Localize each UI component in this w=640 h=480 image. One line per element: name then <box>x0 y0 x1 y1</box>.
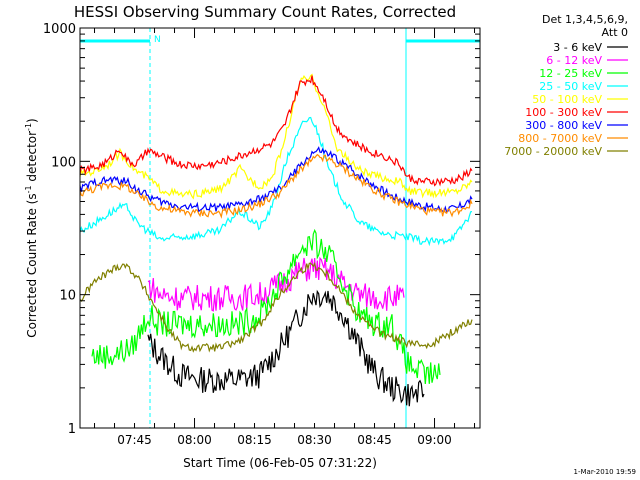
legend-entry-label: 100 - 300 keV <box>525 106 602 119</box>
footer-timestamp: 1-Mar-2010 19:59 <box>574 468 636 476</box>
y-tick-label: 10 <box>59 289 76 304</box>
x-tick-label: 08:30 <box>297 433 332 447</box>
legend-entry-label: 12 - 25 keV <box>539 67 602 80</box>
series-line-5 <box>79 75 473 187</box>
x-tick-label: 09:00 <box>417 433 452 447</box>
series-line-7 <box>79 153 473 219</box>
chart-title: HESSI Observing Summary Count Rates, Cor… <box>74 3 456 21</box>
y-axis-label-mid: detector <box>25 131 39 186</box>
legend-entry-label: 25 - 50 keV <box>539 80 602 93</box>
y-axis-label-sup1: -1 <box>24 185 33 193</box>
legend-entry-label: 7000 - 20000 keV <box>504 145 602 158</box>
legend-entry-label: 3 - 6 keV <box>553 41 602 54</box>
y-tick-label: 1000 <box>43 22 76 37</box>
legend-entry-label: 50 - 100 keV <box>532 93 602 106</box>
y-axis-label-sup2: -1 <box>24 123 33 131</box>
y-tick-label: 100 <box>51 155 76 170</box>
night-marker-label: N <box>154 35 161 45</box>
x-tick-label: 08:15 <box>237 433 272 447</box>
legend-entry-label: 800 - 7000 keV <box>518 132 602 145</box>
series-line-4 <box>79 73 473 200</box>
legend-title-line1: Det 1,3,4,5,6,9, <box>542 13 628 26</box>
x-axis-label: Start Time (06-Feb-05 07:31:22) <box>183 456 377 470</box>
y-axis-label-end: ) <box>25 118 39 123</box>
legend-entry-label: 300 - 800 keV <box>525 119 602 132</box>
series-line-0 <box>147 289 425 407</box>
x-tick-label: 07:45 <box>117 433 152 447</box>
y-axis-label-part: Corrected Count Rate (s <box>25 193 39 337</box>
series-line-1 <box>147 256 405 312</box>
x-tick-label: 08:45 <box>357 433 392 447</box>
plot-frame <box>79 27 481 429</box>
legend-title-line2: Att 0 <box>602 26 628 39</box>
series-line-8 <box>79 261 473 353</box>
x-tick-label: 08:00 <box>177 433 212 447</box>
legend-entry-label: 6 - 12 keV <box>546 54 602 67</box>
plot-area: N <box>79 27 481 429</box>
y-tick-label: 1 <box>68 422 76 437</box>
plot-frame-top <box>79 27 481 429</box>
y-axis-label: Corrected Count Rate (s-1 detector-1) <box>24 118 39 337</box>
series-line-6 <box>79 146 473 214</box>
